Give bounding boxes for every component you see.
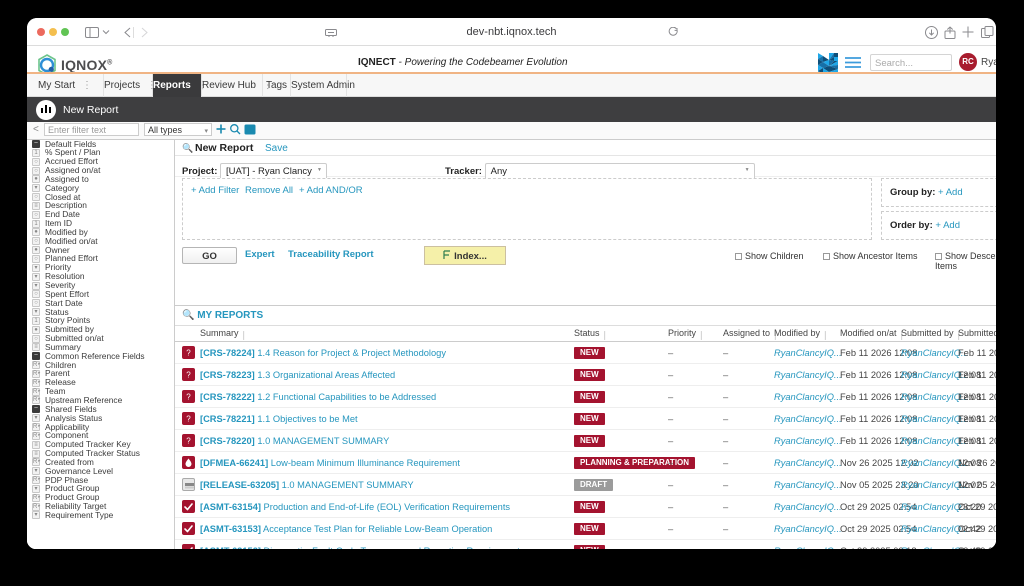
svg-text:?: ?: [186, 348, 191, 357]
svg-text:?: ?: [186, 436, 191, 445]
svg-text:?: ?: [186, 370, 191, 379]
svg-text:?: ?: [186, 392, 191, 401]
svg-text:?: ?: [186, 414, 191, 423]
